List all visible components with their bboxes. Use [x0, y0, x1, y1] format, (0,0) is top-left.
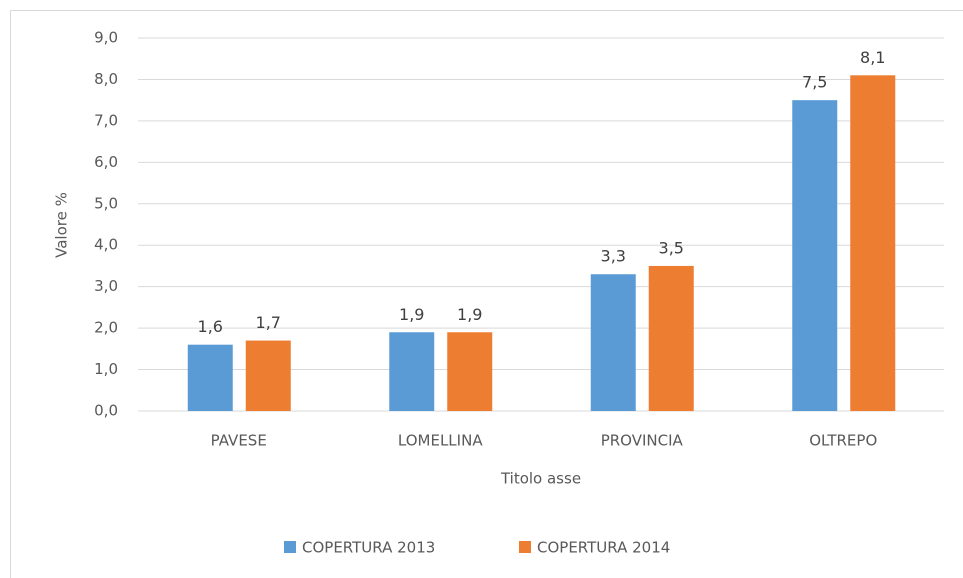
bar — [447, 332, 493, 411]
legend-swatch — [519, 541, 531, 553]
bar — [590, 274, 636, 411]
x-tick-label: PROVINCIA — [601, 432, 684, 450]
y-tick-label: 8,0 — [94, 70, 118, 88]
bar — [792, 100, 838, 412]
bar — [187, 344, 233, 411]
data-label: 1,9 — [457, 305, 482, 324]
y-tick-label: 5,0 — [94, 194, 118, 212]
x-tick-label: LOMELLINA — [398, 432, 483, 450]
x-tick-label: OLTREPO — [809, 432, 877, 450]
y-tick-label: 1,0 — [94, 360, 118, 378]
data-label: 3,5 — [659, 238, 684, 257]
legend-label: COPERTURA 2014 — [537, 539, 670, 557]
legend-label: COPERTURA 2013 — [302, 539, 435, 557]
bar — [245, 340, 291, 411]
bar — [850, 75, 896, 412]
y-tick-label: 3,0 — [94, 277, 118, 295]
data-label: 1,6 — [198, 317, 223, 336]
data-label: 8,1 — [860, 48, 885, 67]
y-tick-label: 9,0 — [94, 29, 118, 47]
data-label: 1,9 — [399, 305, 424, 324]
x-axis-title: Titolo asse — [500, 470, 581, 488]
x-tick-label: PAVESE — [211, 432, 267, 450]
y-tick-label: 7,0 — [94, 111, 118, 129]
bar — [389, 332, 435, 411]
data-label: 3,3 — [601, 247, 626, 266]
bar — [648, 265, 694, 411]
legend-swatch — [284, 541, 296, 553]
data-label: 7,5 — [802, 73, 827, 92]
y-tick-label: 6,0 — [94, 153, 118, 171]
data-label: 1,7 — [256, 313, 281, 332]
y-axis-title: Valore % — [53, 192, 71, 258]
y-tick-label: 4,0 — [94, 236, 118, 254]
y-tick-label: 0,0 — [94, 402, 118, 420]
y-tick-label: 2,0 — [94, 319, 118, 337]
